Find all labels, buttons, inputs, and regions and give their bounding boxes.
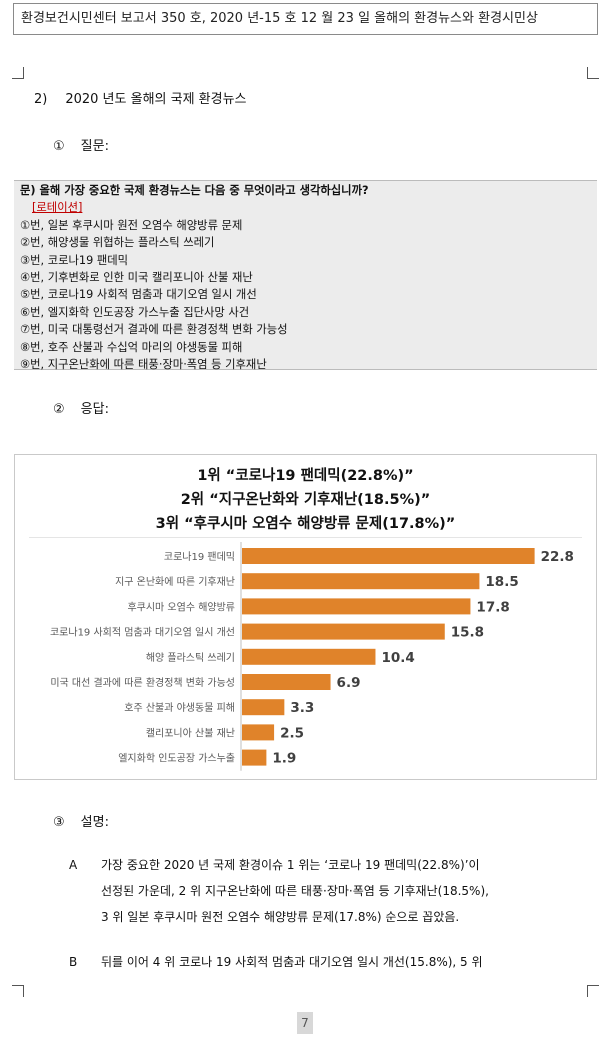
- explanation-heading-label: 설명:: [80, 815, 109, 830]
- question-heading: ① 질문:: [53, 135, 109, 154]
- value-label-3: 17.8: [476, 599, 509, 615]
- option-1: ①번, 일본 후쿠시마 원전 오염수 해양방류 문제: [20, 218, 243, 232]
- category-label-3: 후쿠시마 오염수 해양방류: [127, 600, 235, 613]
- chart-title-line-1: 1위 “코로나19 팬데믹(22.8%)”: [197, 468, 414, 484]
- crop-mark-bottom-left: [12, 985, 24, 997]
- section-number: 2): [34, 92, 48, 107]
- option-7: ⑦번, 미국 대통령선거 결과에 따른 환경정책 변화 가능성: [20, 323, 288, 337]
- category-label-2: 지구 온난화에 따른 기후재난: [115, 576, 235, 588]
- crop-mark-bottom-right: [587, 985, 599, 997]
- paragraph-a: 가장 중요한 2020 년 국제 환경이슈 1 위는 ‘코로나 19 팬데믹(2…: [101, 852, 591, 930]
- paragraph-a-line-2: 선정된 가운데, 2 위 지구온난화에 따른 태풍·장마·폭염 등 기후재난(1…: [101, 884, 489, 898]
- bar-9: [242, 749, 267, 766]
- response-heading-number: ②: [53, 402, 65, 417]
- question-text: 문) 올해 가장 중요한 국제 환경뉴스는 다음 중 무엇이라고 생각하십니까?: [20, 184, 369, 197]
- chart-title-line-2: 2위 “지구온난화와 기후재난(18.5%)”: [180, 492, 431, 508]
- bar-6: [242, 674, 331, 690]
- value-label-7: 3.3: [290, 700, 314, 716]
- option-2: ②번, 해양생물 위협하는 플라스틱 쓰레기: [20, 236, 215, 250]
- question-heading-number: ①: [53, 139, 65, 154]
- value-label-4: 15.8: [451, 625, 484, 641]
- chart-divider: [29, 537, 582, 538]
- crop-mark-top-right: [587, 67, 599, 79]
- category-label-9: 엘지화학 인도공장 가스누출: [118, 752, 235, 765]
- bar-5: [242, 648, 376, 665]
- bar-3: [242, 598, 471, 615]
- category-label-5: 해양 플라스틱 쓰레기: [146, 651, 235, 664]
- paragraph-b-label: B: [69, 955, 78, 969]
- category-label-4: 코로나19 사회적 멈춤과 대기오염 일시 개선: [50, 627, 235, 639]
- category-label-7: 호주 산불과 야생동물 피해: [124, 701, 235, 714]
- category-label-6: 미국 대선 결과에 따른 환경정책 변화 가능성: [50, 676, 235, 689]
- paragraph-a-label: A: [69, 858, 78, 872]
- question-box: 문) 올해 가장 중요한 국제 환경뉴스는 다음 중 무엇이라고 생각하십니까?…: [14, 180, 597, 372]
- section-title-text: 2020 년도 올해의 국제 환경뉴스: [65, 92, 247, 107]
- paragraph-b: 뒤를 이어 4 위 코로나 19 사회적 멈춤과 대기오염 일시 개선(15.8…: [101, 949, 591, 975]
- paragraph-a-line-3: 3 위 일본 후쿠시마 원전 오염수 해양방류 문제(17.8%) 순으로 꼽았…: [101, 910, 460, 924]
- explanation-heading: ③ 설명:: [53, 811, 109, 830]
- chart-title-line-3: 3위 “후쿠시마 오염수 해양방류 문제(17.8%)”: [155, 516, 456, 532]
- option-6: ⑥번, 엘지화학 인도공장 가스누출 집단사망 사건: [20, 305, 250, 319]
- value-label-6: 6.9: [337, 675, 361, 691]
- header-text: 환경보건시민센터 보고서 350 호, 2020 년-15 호 12 월 23 …: [21, 11, 538, 26]
- value-label-1: 22.8: [541, 549, 574, 565]
- bar-4: [242, 623, 445, 640]
- bar-8: [242, 724, 275, 741]
- bar-7: [242, 699, 285, 716]
- response-heading-label: 응답:: [80, 402, 109, 417]
- option-9: ⑨번, 지구온난화에 따른 태풍·장마·폭염 등 기후재난: [20, 358, 267, 372]
- category-label-1: 코로나19 팬데믹: [164, 551, 235, 563]
- option-4: ④번, 기후변화로 인한 미국 캘리포니아 산불 재난: [20, 271, 253, 285]
- paragraph-a-line-1: 가장 중요한 2020 년 국제 환경이슈 1 위는 ‘코로나 19 팬데믹(2…: [101, 858, 480, 872]
- explanation-heading-number: ③: [53, 815, 65, 830]
- value-label-8: 2.5: [280, 725, 304, 741]
- report-header: 환경보건시민센터 보고서 350 호, 2020 년-15 호 12 월 23 …: [13, 3, 598, 35]
- section-title: 2) 2020 년도 올해의 국제 환경뉴스: [34, 88, 247, 107]
- option-5: ⑤번, 코로나19 사회적 멈춤과 대기오염 일시 개선: [20, 288, 257, 302]
- value-label-9: 1.9: [272, 751, 296, 767]
- question-heading-label: 질문:: [80, 139, 109, 154]
- page-number: 7: [297, 1012, 313, 1034]
- category-label-8: 캘리포니아 산불 재난: [146, 727, 235, 739]
- paragraph-b-line-1: 뒤를 이어 4 위 코로나 19 사회적 멈춤과 대기오염 일시 개선(15.8…: [101, 955, 483, 969]
- bar-2: [242, 573, 480, 590]
- rotation-note: [로테이션]: [32, 201, 83, 215]
- value-label-5: 10.4: [381, 650, 414, 666]
- crop-mark-top-left: [12, 67, 24, 79]
- option-3: ③번, 코로나19 팬데믹: [20, 253, 129, 267]
- bar-chart-plot: 코로나19 팬데믹 22.8 지구 온난화에 따른 기후재난 18.5 후쿠시마 오염수…: [50, 542, 574, 771]
- bar-1: [242, 548, 535, 564]
- option-8: ⑧번, 호주 산불과 수십억 마리의 야생동물 피해: [20, 340, 243, 354]
- response-heading: ② 응답:: [53, 398, 109, 417]
- results-chart: 1위 “코로나19 팬데믹(22.8%)” 2위 “지구온난화와 기후재난(18…: [14, 454, 597, 780]
- value-label-2: 18.5: [485, 574, 518, 590]
